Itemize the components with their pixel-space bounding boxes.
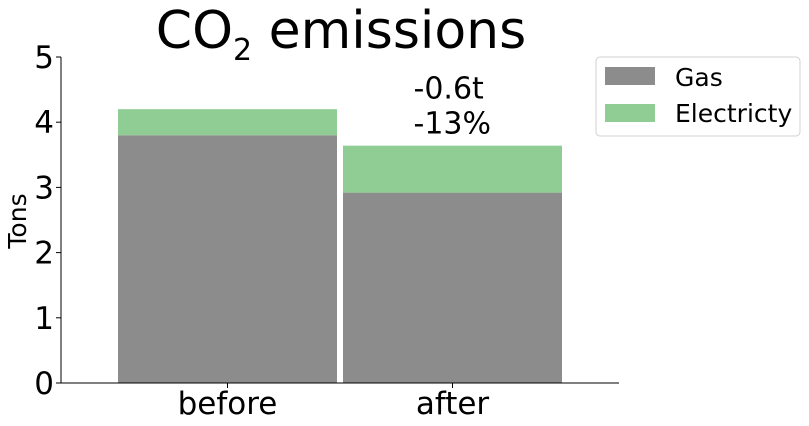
legend-label-electricty: Electricty [675,99,792,128]
y-axis-label: Tons [3,193,32,249]
x-tick-label-before: before [178,386,278,422]
bar-gas-after [343,192,562,383]
legend-label-gas: Gas [675,63,723,92]
y-tick-label-5: 5 [34,40,54,76]
y-tick-label-1: 1 [34,301,54,337]
x-tick-label-after: after [416,386,490,422]
annotation-group: -0.6t-13% [414,72,492,142]
chart-title-main: CO [156,1,233,61]
x-ticks-group: before after [178,383,490,422]
legend: Gas Electricty [595,56,801,137]
y-tick-label-4: 4 [34,105,54,141]
legend-swatch-gas [605,67,655,85]
annotation-line-2: -13% [414,107,492,142]
bars-group [118,109,562,383]
chart-title-subscript: 2 [233,33,252,68]
annotation-line-1: -0.6t [414,72,485,107]
chart-title: CO2 emissions [156,1,526,68]
legend-swatch-electricty [605,104,655,122]
y-tick-label-0: 0 [34,366,54,402]
axes-group [60,57,619,384]
y-tick-label-3: 3 [34,170,54,206]
bar-electricty-before [118,109,337,136]
bar-gas-before [118,135,337,383]
bar-electricty-after [343,145,562,193]
chart-title-rest: emissions [252,1,526,61]
y-ticks-group: 0 1 2 3 4 5 [34,40,61,402]
y-tick-label-2: 2 [34,236,54,272]
